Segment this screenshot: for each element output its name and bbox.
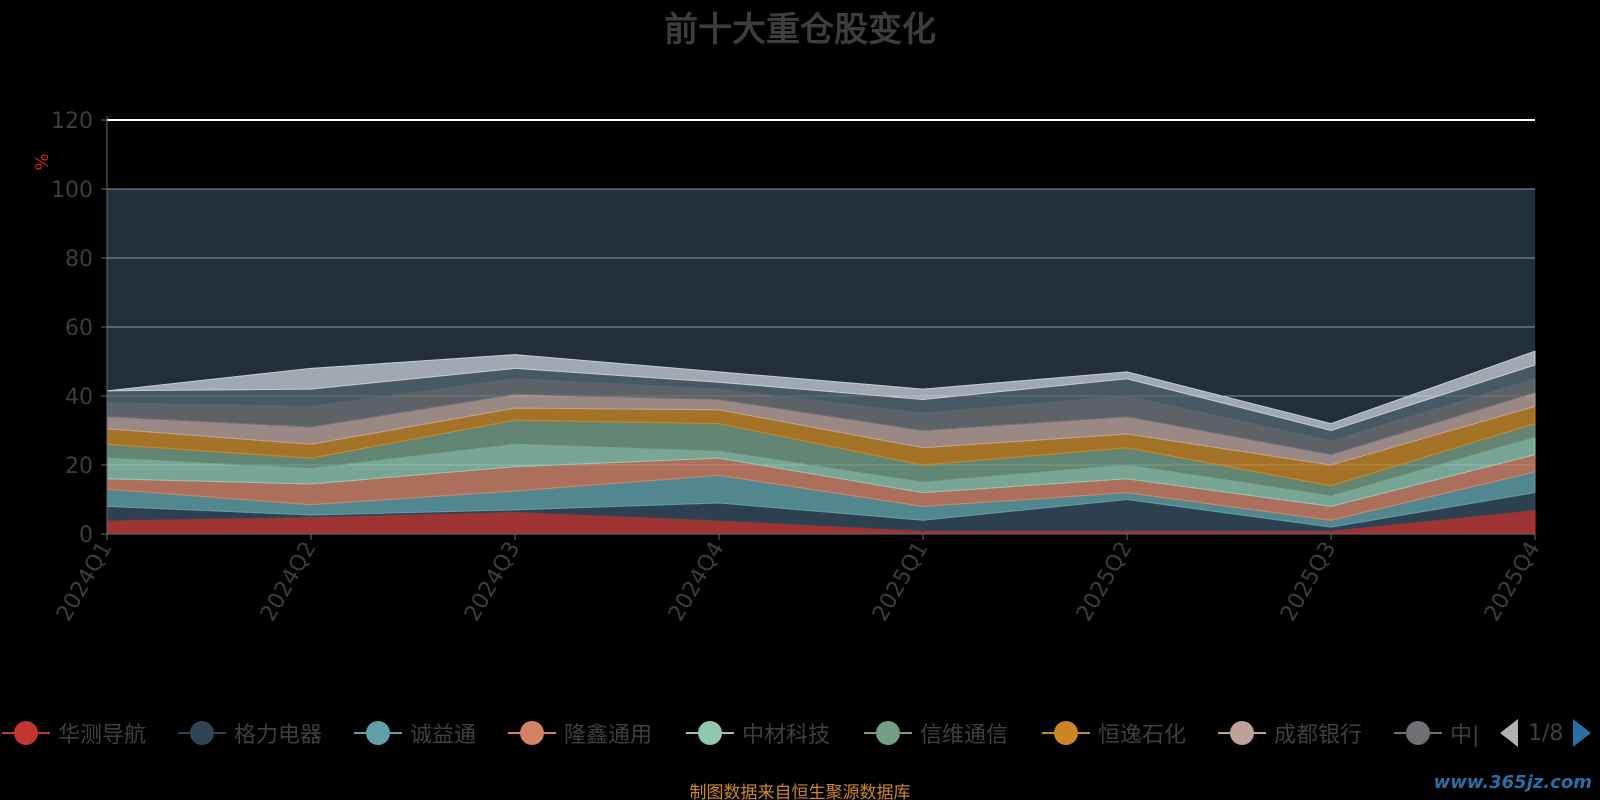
legend-item-6[interactable]: 信维通信 (862, 716, 1008, 750)
legend-marker-icon (352, 720, 404, 746)
y-tick-label-60: 60 (65, 316, 93, 341)
legend-item-8[interactable]: 成都银行 (1216, 716, 1362, 750)
y-axis-unit-label: % (32, 153, 53, 170)
legend-marker-icon (0, 720, 52, 746)
x-tick-label-2024Q1: 2024Q1 (52, 538, 117, 626)
y-tick-label-120: 120 (51, 109, 93, 134)
x-tick-label-2024Q3: 2024Q3 (460, 538, 525, 626)
y-tick-label-80: 80 (65, 247, 93, 272)
legend-marker-icon (1216, 720, 1268, 746)
data-source-note: 制图数据来自恒生聚源数据库 (689, 783, 911, 800)
legend-label: 格力电器 (234, 723, 323, 748)
legend-item-1[interactable]: 华测导航 (0, 716, 146, 750)
x-tick-label-2024Q2: 2024Q2 (256, 538, 321, 626)
legend-label: 诚益通 (410, 723, 477, 748)
legend-marker-icon (506, 720, 558, 746)
legend-item-4[interactable]: 隆鑫通用 (506, 716, 652, 750)
legend-marker-icon (176, 720, 228, 746)
legend-item-9[interactable]: 中| (1392, 716, 1479, 750)
legend-item-7[interactable]: 恒逸石化 (1040, 716, 1186, 750)
y-tick-label-0: 0 (79, 523, 93, 548)
chart-title: 前十大重仓股变化 (664, 10, 936, 50)
legend-label: 隆鑫通用 (564, 723, 653, 748)
x-tick-label-2025Q3: 2025Q3 (1276, 538, 1341, 626)
watermark-logo: www.365jz.com (1433, 772, 1592, 793)
y-tick-label-100: 100 (51, 178, 93, 203)
legend-prev-arrow-icon[interactable] (1500, 719, 1518, 747)
x-tick-label-2025Q1: 2025Q1 (868, 538, 933, 626)
legend-next-arrow-icon[interactable] (1573, 719, 1592, 747)
y-tick-label-20: 20 (65, 454, 93, 479)
y-tick-label-40: 40 (65, 385, 93, 410)
legend-marker-icon (684, 720, 736, 746)
legend-marker-icon (1392, 720, 1444, 746)
legend-label: 中材科技 (742, 723, 831, 748)
legend-label: 信维通信 (920, 723, 1009, 748)
legend: 华测导航 格力电器 诚益通 隆鑫通用 中材科技 信维通信 恒逸石化 成都银行 中| (0, 716, 1600, 750)
legend-item-2[interactable]: 格力电器 (176, 716, 322, 750)
legend-marker-icon (862, 720, 914, 746)
legend-pager: 1/8 (1500, 716, 1592, 750)
legend-marker-icon (1040, 720, 1092, 746)
legend-item-3[interactable]: 诚益通 (352, 716, 476, 750)
legend-label: 华测导航 (58, 723, 147, 748)
x-tick-label-2025Q2: 2025Q2 (1072, 538, 1137, 626)
legend-page-indicator: 1/8 (1528, 720, 1564, 746)
legend-label: 中| (1450, 723, 1480, 748)
x-tick-label-2024Q4: 2024Q4 (664, 538, 729, 626)
legend-item-5[interactable]: 中材科技 (684, 716, 830, 750)
legend-label: 成都银行 (1274, 723, 1363, 748)
series-area-11 (106, 350, 1536, 432)
legend-label: 恒逸石化 (1098, 723, 1187, 748)
x-tick-label-2025Q4: 2025Q4 (1480, 538, 1545, 626)
